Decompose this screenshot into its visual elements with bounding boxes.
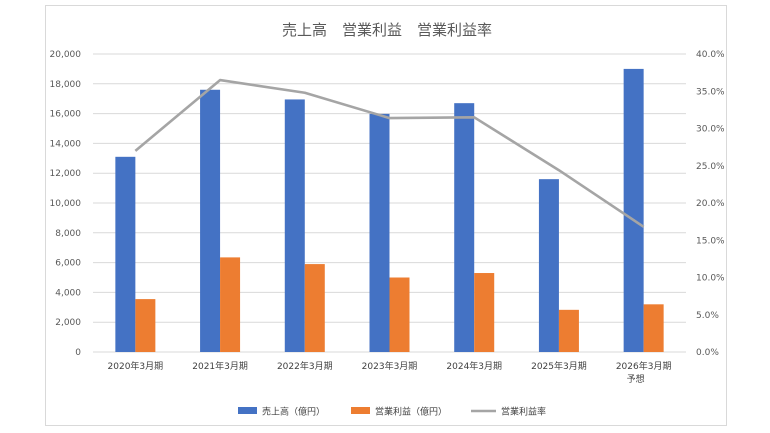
category-label: 2022年3月期	[277, 360, 333, 372]
legend-swatch	[351, 407, 370, 414]
category-label: 2021年3月期	[192, 360, 248, 372]
left-tick-label: 18,000	[50, 80, 82, 90]
operating-profit-bar	[643, 304, 664, 352]
left-tick-label: 6,000	[55, 259, 81, 269]
legend-label: 営業利益率	[501, 406, 546, 418]
left-tick-label: 20,000	[50, 50, 82, 60]
right-tick-label: 35.0%	[696, 87, 725, 97]
left-axis-ticks: 0 2,000 4,000 6,000 8,000 10,000 12,000 14,000 1…	[50, 50, 82, 358]
category-label: 2024年3月期	[446, 360, 502, 372]
operating-profit-bar	[304, 264, 325, 352]
left-tick-label: 12,000	[50, 169, 82, 179]
operating-profit-bar	[474, 273, 495, 352]
operating-profit-bar	[389, 277, 410, 352]
category-label: 2023年3月期	[362, 360, 418, 372]
bars	[115, 68, 664, 353]
right-tick-label: 20.0%	[696, 199, 725, 209]
revenue-bar	[115, 156, 136, 352]
category-label: 2020年3月期	[108, 360, 164, 372]
revenue-bar	[369, 113, 390, 352]
revenue-bar	[538, 179, 559, 352]
right-tick-label: 25.0%	[696, 162, 725, 172]
left-tick-label: 10,000	[50, 199, 82, 209]
right-tick-label: 10.0%	[696, 274, 725, 284]
right-tick-label: 15.0%	[696, 236, 725, 246]
revenue-bar	[284, 99, 305, 352]
legend: 売上高（億円） 営業利益（億円） 営業利益率	[238, 406, 546, 418]
margin-line	[134, 78, 645, 228]
operating-profit-bar	[135, 299, 156, 352]
revenue-bar	[623, 68, 644, 353]
right-tick-label: 30.0%	[696, 125, 725, 135]
category-label: 2025年3月期	[531, 360, 587, 372]
revenue-bar	[200, 89, 221, 352]
chart-title: 売上高 営業利益 営業利益率	[282, 21, 492, 39]
right-tick-label: 5.0%	[696, 311, 719, 321]
combo-chart: 売上高 営業利益 営業利益率 0 2,000 4,000 6,000 8,000 10,0…	[50, 21, 726, 418]
left-tick-label: 8,000	[55, 229, 81, 239]
left-tick-label: 2,000	[55, 318, 81, 328]
legend-swatch	[238, 407, 257, 414]
right-tick-label: 0.0%	[696, 348, 719, 358]
chart-frame: 売上高 営業利益 営業利益率 0 2,000 4,000 6,000 8,000 10,0…	[45, 5, 727, 426]
left-tick-label: 0	[75, 348, 81, 358]
operating-profit-bar	[558, 309, 579, 352]
category-labels: 2020年3月期 2021年3月期 2022年3月期 2023年3月期 2024年3月期…	[108, 360, 672, 385]
revenue-bar	[454, 103, 475, 352]
right-tick-label: 40.0%	[696, 50, 725, 60]
legend-label: 営業利益（億円）	[375, 406, 447, 418]
left-tick-label: 14,000	[50, 139, 82, 149]
operating-profit-bar	[220, 257, 241, 352]
right-axis-ticks: 0.0% 5.0% 10.0% 15.0% 20.0% 25.0% 30.0% 35.0% 40…	[696, 50, 725, 358]
left-tick-label: 4,000	[55, 288, 81, 298]
legend-label: 売上高（億円）	[262, 406, 325, 418]
left-tick-label: 16,000	[50, 110, 82, 120]
operating-margin-line	[134, 78, 645, 228]
category-label: 2026年3月期予想	[616, 360, 672, 385]
